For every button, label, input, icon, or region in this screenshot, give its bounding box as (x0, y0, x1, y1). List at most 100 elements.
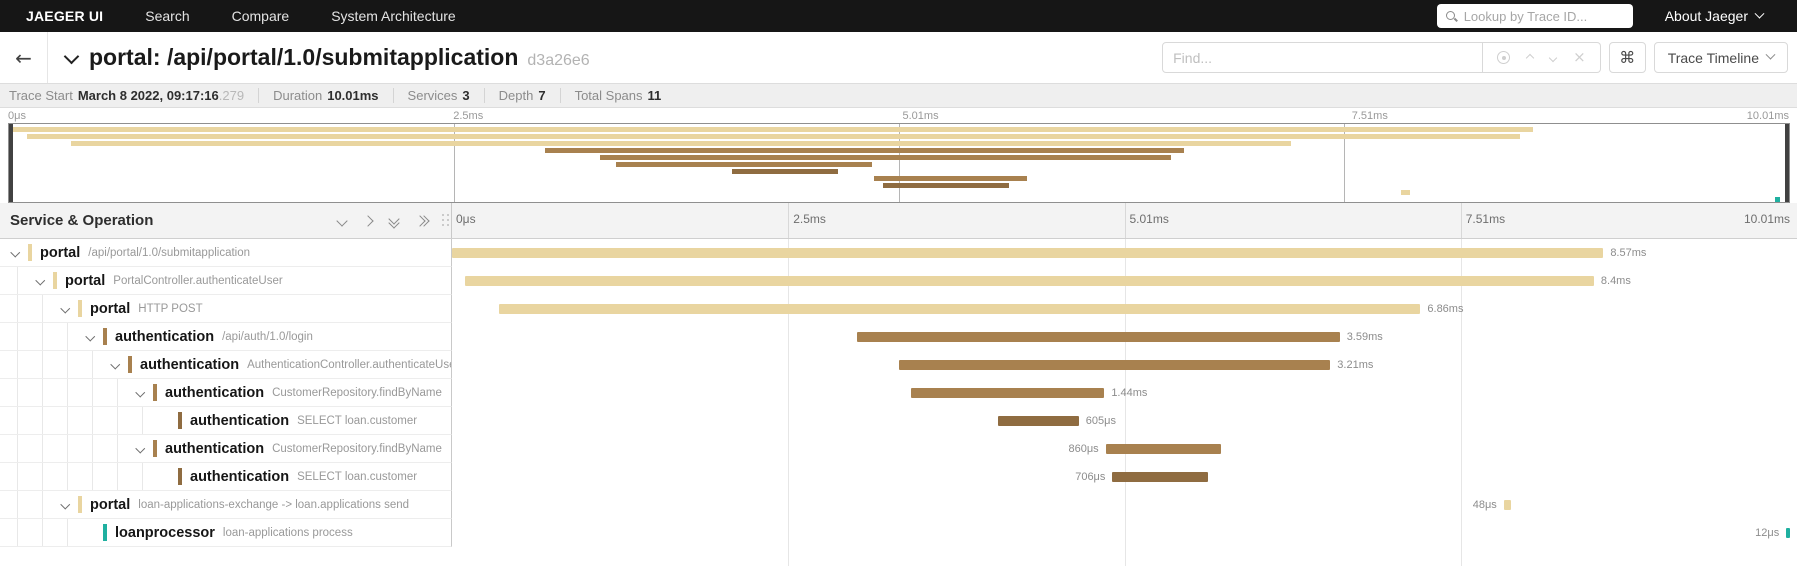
chevron-down-icon (336, 214, 348, 227)
minimap-span-bar (26, 134, 1521, 139)
nav-item-compare[interactable]: Compare (231, 8, 290, 24)
span-row: authentication CustomerRepository.findBy… (0, 379, 1797, 407)
find-controls: × (1483, 42, 1601, 73)
nav-item-search[interactable]: Search (145, 8, 190, 24)
column-resize-grip[interactable] (442, 213, 449, 228)
chevron-down-icon (35, 275, 45, 286)
indent-guide (117, 407, 118, 434)
span-bar[interactable] (1503, 500, 1511, 510)
clear-find-button[interactable]: × (1573, 48, 1586, 66)
span-expand-toggle[interactable] (135, 387, 153, 398)
trace-id: d3a26e6 (527, 52, 590, 69)
trace-collapse-toggle[interactable] (63, 48, 80, 67)
span-name-cell[interactable]: portal loan-applications-exchange -> loa… (0, 491, 452, 519)
span-name-cell[interactable]: loanprocessor loan-applications process (0, 519, 452, 547)
minimap-canvas[interactable] (8, 123, 1790, 203)
service-operation-title: Service & Operation (10, 212, 154, 229)
span-track: 8.57ms (452, 239, 1797, 267)
minimap-span-bar (599, 155, 1172, 160)
expand-one-button[interactable] (362, 214, 374, 227)
collapse-one-button[interactable] (336, 214, 348, 227)
prev-match-button[interactable] (1525, 53, 1535, 62)
summary-services: Services 3 (392, 88, 470, 103)
minimap-span-bar (1774, 197, 1781, 202)
span-expand-toggle[interactable] (60, 499, 78, 510)
span-name-cell[interactable]: authentication SELECT loan.customer (0, 407, 452, 435)
expand-all-button[interactable] (414, 214, 430, 227)
minimap-span-bar (882, 183, 1010, 188)
trace-view-dropdown[interactable]: Trace Timeline (1653, 42, 1788, 73)
span-track: 3.59ms (452, 323, 1797, 351)
span-track: 8.4ms (452, 267, 1797, 295)
collapse-all-button[interactable] (388, 212, 400, 229)
service-name: authentication (165, 440, 265, 457)
minimap-range-handle-left[interactable] (9, 124, 13, 202)
span-bar[interactable] (1786, 528, 1791, 538)
service-operation-header: Service & Operation (0, 203, 452, 238)
keyboard-shortcuts-button[interactable]: ⌘ (1608, 42, 1646, 73)
axis-gridline (788, 203, 790, 238)
summary-duration: Duration 10.01ms (258, 88, 379, 103)
span-expand-toggle[interactable] (85, 331, 103, 342)
minimap-range-handle-right[interactable] (1785, 124, 1789, 202)
indent-guide (17, 323, 18, 350)
span-bar[interactable] (856, 332, 1340, 342)
about-jaeger-menu[interactable]: About Jaeger (1665, 8, 1765, 24)
service-name: authentication (140, 356, 240, 373)
search-icon (1445, 10, 1458, 23)
span-track: 860μs (452, 435, 1797, 463)
span-duration-label: 8.4ms (1600, 275, 1631, 287)
indent-guide (17, 379, 18, 406)
span-bar[interactable] (910, 388, 1105, 398)
span-name-cell[interactable]: portal PortalController.authenticateUser (0, 267, 452, 295)
span-row: authentication SELECT loan.customer 706μ… (0, 463, 1797, 491)
span-name-cell[interactable]: authentication CustomerRepository.findBy… (0, 435, 452, 463)
summary-trace-start: Trace Start March 8 2022, 09:17:16 .279 (9, 88, 245, 103)
minimap-axis: 0μs 2.5ms 5.01ms 7.51ms 10.01ms (0, 108, 1797, 123)
axis-tick: 10.01ms (1743, 212, 1790, 226)
span-bar[interactable] (452, 248, 1604, 258)
span-name-cell[interactable]: portal HTTP POST (0, 295, 452, 323)
span-name-cell[interactable]: authentication SELECT loan.customer (0, 463, 452, 491)
indent-guide (92, 463, 93, 490)
find-input[interactable] (1162, 42, 1484, 73)
chevron-down-icon (63, 48, 80, 64)
span-expand-toggle[interactable] (10, 247, 28, 258)
span-expand-toggle[interactable] (35, 275, 53, 286)
span-name-cell[interactable]: authentication AuthenticationController.… (0, 351, 452, 379)
focus-match-button[interactable] (1497, 51, 1511, 64)
span-name-cell[interactable]: authentication /api/auth/1.0/login (0, 323, 452, 351)
indent-guide (67, 407, 68, 434)
top-navbar: JAEGER UI Search Compare System Architec… (0, 0, 1797, 32)
span-duration-label: 3.59ms (1346, 331, 1383, 343)
nav-item-system-architecture[interactable]: System Architecture (331, 8, 456, 24)
target-icon (1497, 51, 1511, 64)
span-name-cell[interactable]: portal /api/portal/1.0/submitapplication (0, 239, 452, 267)
chevron-down-icon (1548, 53, 1558, 62)
span-bar[interactable] (998, 416, 1079, 426)
span-expand-toggle[interactable] (110, 359, 128, 370)
indent-guide (92, 435, 93, 462)
trace-summary-bar: Trace Start March 8 2022, 09:17:16 .279 … (0, 84, 1797, 108)
chevron-down-icon (60, 499, 70, 510)
back-button[interactable]: ← (0, 32, 48, 83)
span-expand-toggle[interactable] (60, 303, 78, 314)
indent-guide (67, 379, 68, 406)
span-name-cell[interactable]: authentication CustomerRepository.findBy… (0, 379, 452, 407)
indent-guide (67, 323, 68, 350)
indent-guide (42, 351, 43, 378)
operation-name: SELECT loan.customer (297, 470, 418, 483)
span-bar[interactable] (898, 360, 1331, 370)
service-name: portal (65, 272, 106, 289)
axis-gridline (1124, 203, 1126, 238)
span-expand-toggle[interactable] (135, 443, 153, 454)
span-bar[interactable] (465, 276, 1594, 286)
axis-tick: 5.01ms (1129, 212, 1169, 226)
app-logo[interactable]: JAEGER UI (26, 8, 104, 24)
span-bar[interactable] (1105, 444, 1222, 454)
next-match-button[interactable] (1548, 53, 1558, 62)
trace-id-lookup-input[interactable] (1463, 8, 1625, 24)
span-rows-area: portal /api/portal/1.0/submitapplication… (0, 239, 1797, 566)
span-bar[interactable] (499, 304, 1421, 314)
span-bar[interactable] (1112, 472, 1208, 482)
